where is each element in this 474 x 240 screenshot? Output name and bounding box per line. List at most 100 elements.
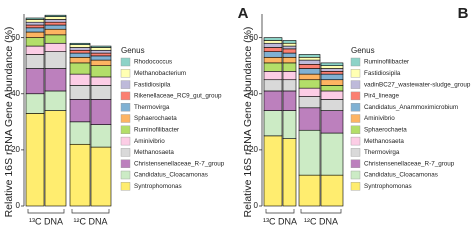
bar-segment	[90, 55, 112, 61]
bar-segment	[44, 51, 67, 69]
bar-segment	[25, 45, 45, 55]
bar-segment	[25, 24, 45, 29]
legend-label: Candidatus_Anammoximicrobium	[364, 104, 458, 111]
legend-swatch	[120, 102, 131, 112]
legend-swatch	[350, 80, 361, 89]
legend-label: Christensenellaceae_R-7_group	[364, 160, 455, 167]
bar-segment	[90, 45, 112, 48]
legend-label: Ruminofilibacter	[364, 59, 409, 66]
bar-segment	[44, 16, 67, 20]
legend-swatch	[120, 170, 131, 180]
bar-segment	[263, 56, 283, 64]
group-label: ¹²C DNA	[304, 216, 338, 226]
y-tick-label: 20	[11, 145, 20, 154]
legend-swatch	[120, 80, 131, 89]
bar-segment	[44, 24, 67, 30]
bar-segment	[69, 47, 91, 51]
bar-segment	[282, 138, 297, 207]
legend-label: Syntrophomonas	[134, 183, 182, 190]
group-label: ¹³C DNA	[263, 216, 297, 226]
legend-label: vadinBC27_wastewater-sludge_group	[364, 81, 471, 88]
bar-segment	[90, 65, 112, 78]
legend-swatch	[350, 182, 361, 191]
legend-swatch	[350, 170, 361, 180]
legend-swatch	[120, 159, 131, 168]
bar-segment	[69, 44, 91, 48]
bar-segment	[320, 132, 344, 176]
bar-segment	[282, 110, 297, 139]
group-label: ¹³C DNA	[29, 216, 63, 226]
bar-segment	[320, 174, 344, 207]
bar-segment	[298, 174, 321, 207]
y-tick-label: 0	[254, 201, 259, 210]
bar-segment	[282, 71, 297, 81]
bar-segment	[298, 59, 321, 65]
bar-segment	[282, 42, 297, 47]
bar-segment	[90, 76, 112, 86]
bar-segment	[298, 96, 321, 109]
legend-label: Fastidiosipila	[364, 70, 401, 77]
legend-label: Candidatus_Cloacamonas	[134, 172, 208, 179]
group-bracket	[300, 209, 342, 214]
bar-segment	[320, 65, 344, 69]
legend-label: Rhodococcus	[134, 59, 172, 66]
bar-segment	[25, 21, 45, 26]
legend-label: Fastidiosipila	[134, 81, 171, 88]
bar-segment	[282, 56, 297, 64]
bar-segment	[263, 135, 283, 207]
legend-label: Ruminofilibacter	[134, 126, 179, 133]
bar-segment	[298, 54, 321, 58]
bar-segment	[320, 85, 344, 92]
bar-segment	[263, 62, 283, 72]
group-bracket	[27, 209, 65, 214]
bar-segment	[320, 71, 344, 75]
bar-segment	[44, 28, 67, 36]
bar-segment	[90, 99, 112, 125]
bar-segment	[44, 68, 67, 92]
legend-swatch	[350, 125, 361, 135]
bar-segment	[90, 124, 112, 148]
bar-segment	[282, 90, 297, 111]
bar-segment	[44, 90, 67, 111]
y-tick-label: 40	[11, 89, 20, 98]
group-label: ¹²C DNA	[74, 216, 108, 226]
bar-segment	[44, 21, 67, 26]
bar-segment	[69, 62, 91, 75]
bar-segment	[69, 85, 91, 100]
legend-swatch	[350, 102, 361, 112]
bar-segment	[25, 93, 45, 114]
bar-segment	[263, 37, 283, 41]
y-tick-label: 40	[249, 89, 258, 98]
legend-swatch	[350, 91, 361, 101]
bar-segment	[69, 52, 91, 58]
panel-label: A	[238, 5, 249, 22]
panel-label: B	[458, 5, 469, 22]
y-tick-label: 20	[249, 145, 258, 154]
legend-swatch	[350, 148, 361, 157]
bar-segment	[25, 54, 45, 69]
bar-segment	[25, 27, 45, 33]
bar-segment	[69, 73, 91, 86]
legend-swatch	[350, 57, 361, 67]
bar-segment	[25, 68, 45, 95]
bar-segment	[320, 68, 344, 72]
bar-segment	[282, 48, 297, 54]
bar-segment	[298, 73, 321, 81]
legend-title: Genus	[351, 46, 375, 55]
bar-segment	[25, 31, 45, 38]
legend-swatch	[120, 136, 131, 146]
bar-segment	[298, 79, 321, 89]
bar-segment	[25, 17, 45, 20]
bar-segment	[298, 56, 321, 61]
bar-segment	[320, 79, 344, 86]
legend-label: Thermovirga	[364, 149, 400, 156]
legend-label: Christensenellaceae_R-7_group	[134, 160, 225, 167]
legend-label: Thermovirga	[134, 104, 170, 111]
legend-swatch	[120, 57, 131, 67]
legend-swatch	[120, 125, 131, 135]
legend-label: Aminivibrio	[364, 115, 395, 122]
bar-segment	[282, 79, 297, 92]
legend-label: Methanosaeta	[134, 149, 174, 156]
bar-segment	[320, 90, 344, 100]
